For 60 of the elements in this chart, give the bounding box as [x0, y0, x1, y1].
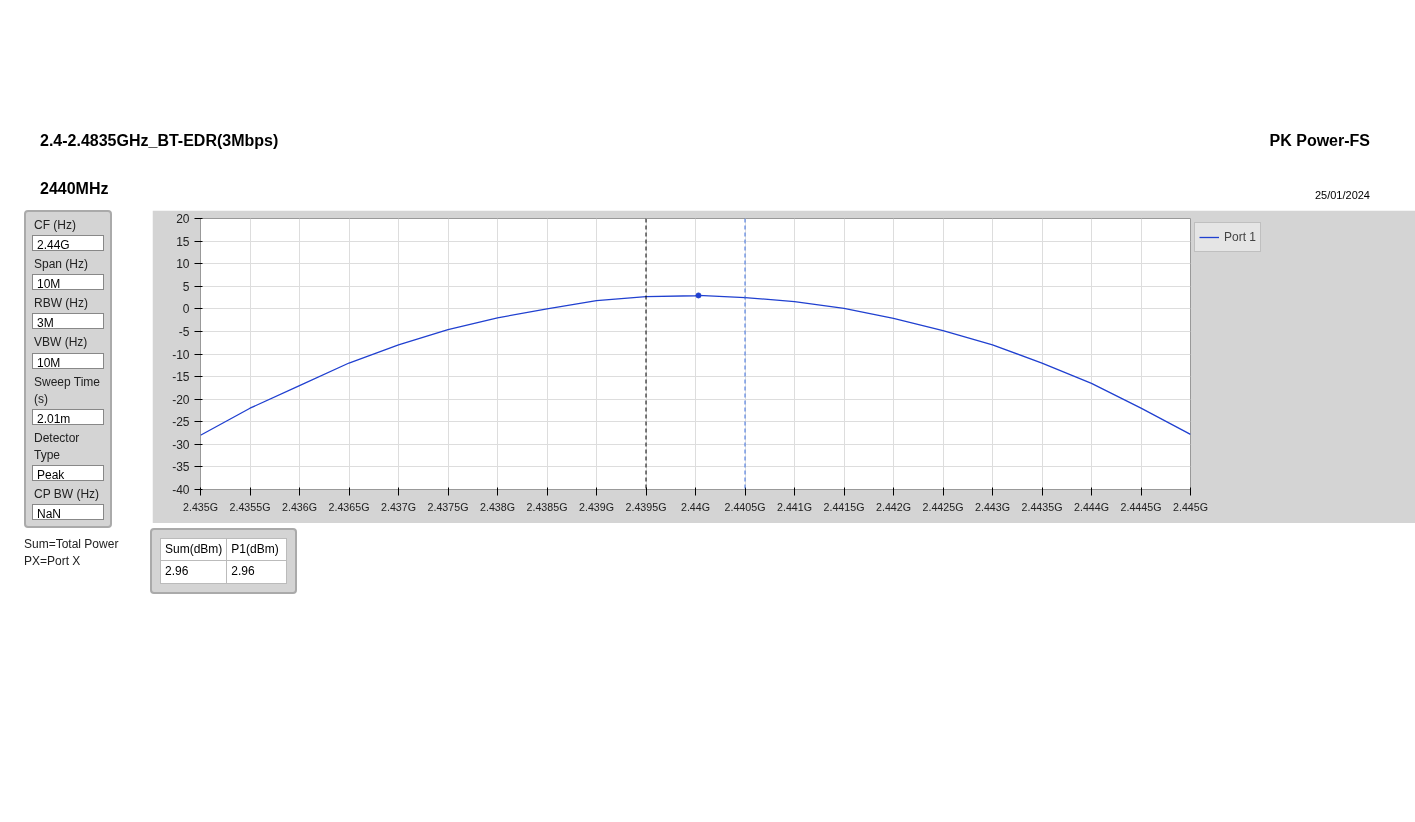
text: 2.01m	[32, 408, 104, 426]
x-tick-label: 2.4385G	[526, 500, 568, 513]
y-tick-label: -20	[172, 392, 190, 407]
x-tick-label: 2.439G	[579, 500, 614, 513]
text: Span (Hz)	[33, 256, 90, 274]
text: VBW (Hz)	[33, 334, 89, 352]
y-tick-label: -10	[172, 347, 190, 362]
x-tick-label: 2.441G	[777, 500, 812, 513]
x-tick-label: 2.4415G	[823, 500, 865, 513]
x-tick-label: 2.445G	[1173, 500, 1208, 513]
x-tick-label: 2.4355G	[229, 500, 271, 513]
y-tick-label: -40	[172, 483, 190, 497]
x-tick-label: 2.435G	[183, 500, 218, 513]
y-tick-label: -35	[172, 460, 190, 475]
y-tick-label: -5	[178, 324, 190, 339]
y-tick-label: -25	[172, 415, 190, 430]
x-tick-label: 2.443G	[975, 500, 1010, 513]
y-tick-label: -30	[172, 437, 190, 452]
line-series	[200, 294, 1191, 436]
x-tick-label: 2.4445G	[1120, 500, 1162, 513]
text: CP BW (Hz)	[33, 486, 101, 504]
x-tick-label: 2.436G	[282, 500, 317, 513]
text: CF (Hz)	[33, 217, 77, 234]
text: 10M	[32, 274, 104, 292]
text: Sum=Total Power	[24, 537, 119, 552]
x-tick-label: 2.4425G	[922, 500, 964, 513]
y-tick-label: -15	[172, 370, 190, 385]
text: P1(dBm)	[226, 538, 287, 561]
x-tick-label: 2.438G	[480, 500, 515, 513]
x-tick-label: 2.4435G	[1021, 500, 1063, 513]
text: Sweep Time (s)	[33, 373, 102, 408]
text: 25/01/2024	[1314, 188, 1370, 203]
text: 2.96	[226, 560, 287, 584]
y-tick-label: 20	[176, 212, 190, 226]
text: 2.96	[160, 560, 227, 584]
legend-label: Port 1	[1224, 230, 1257, 244]
x-tick-label: 2.444G	[1074, 500, 1109, 513]
chart-title: 2.4-2.4835GHz_BT-EDR(3Mbps)	[40, 131, 279, 151]
x-tick-label: 2.4405G	[724, 500, 766, 513]
text: PK Power-FS	[1269, 131, 1370, 151]
text: Detector Type	[33, 429, 81, 464]
text: PX=Port X	[24, 554, 81, 569]
x-tick-label: 2.442G	[876, 500, 911, 513]
text: Sum(dBm)	[160, 538, 227, 561]
text: NaN	[32, 504, 104, 522]
x-tick-label: 2.437G	[381, 500, 416, 513]
text: RBW (Hz)	[33, 295, 89, 313]
y-tick-label: 15	[176, 234, 190, 249]
x-tick-label: 2.4365G	[328, 500, 370, 513]
chart-subtitle: 2440MHz	[40, 179, 109, 199]
y-tick-label: 0	[182, 302, 190, 317]
y-tick-label: 5	[182, 279, 190, 294]
text: 10M	[32, 352, 104, 370]
y-tick-label: 10	[176, 257, 190, 272]
x-tick-label: 2.4375G	[427, 500, 469, 513]
text: 2.44G	[32, 235, 104, 253]
x-tick-label: 2.44G	[680, 500, 711, 513]
text: Peak	[32, 465, 104, 483]
x-tick-label: 2.4395G	[625, 500, 667, 513]
text: 3M	[32, 313, 104, 331]
